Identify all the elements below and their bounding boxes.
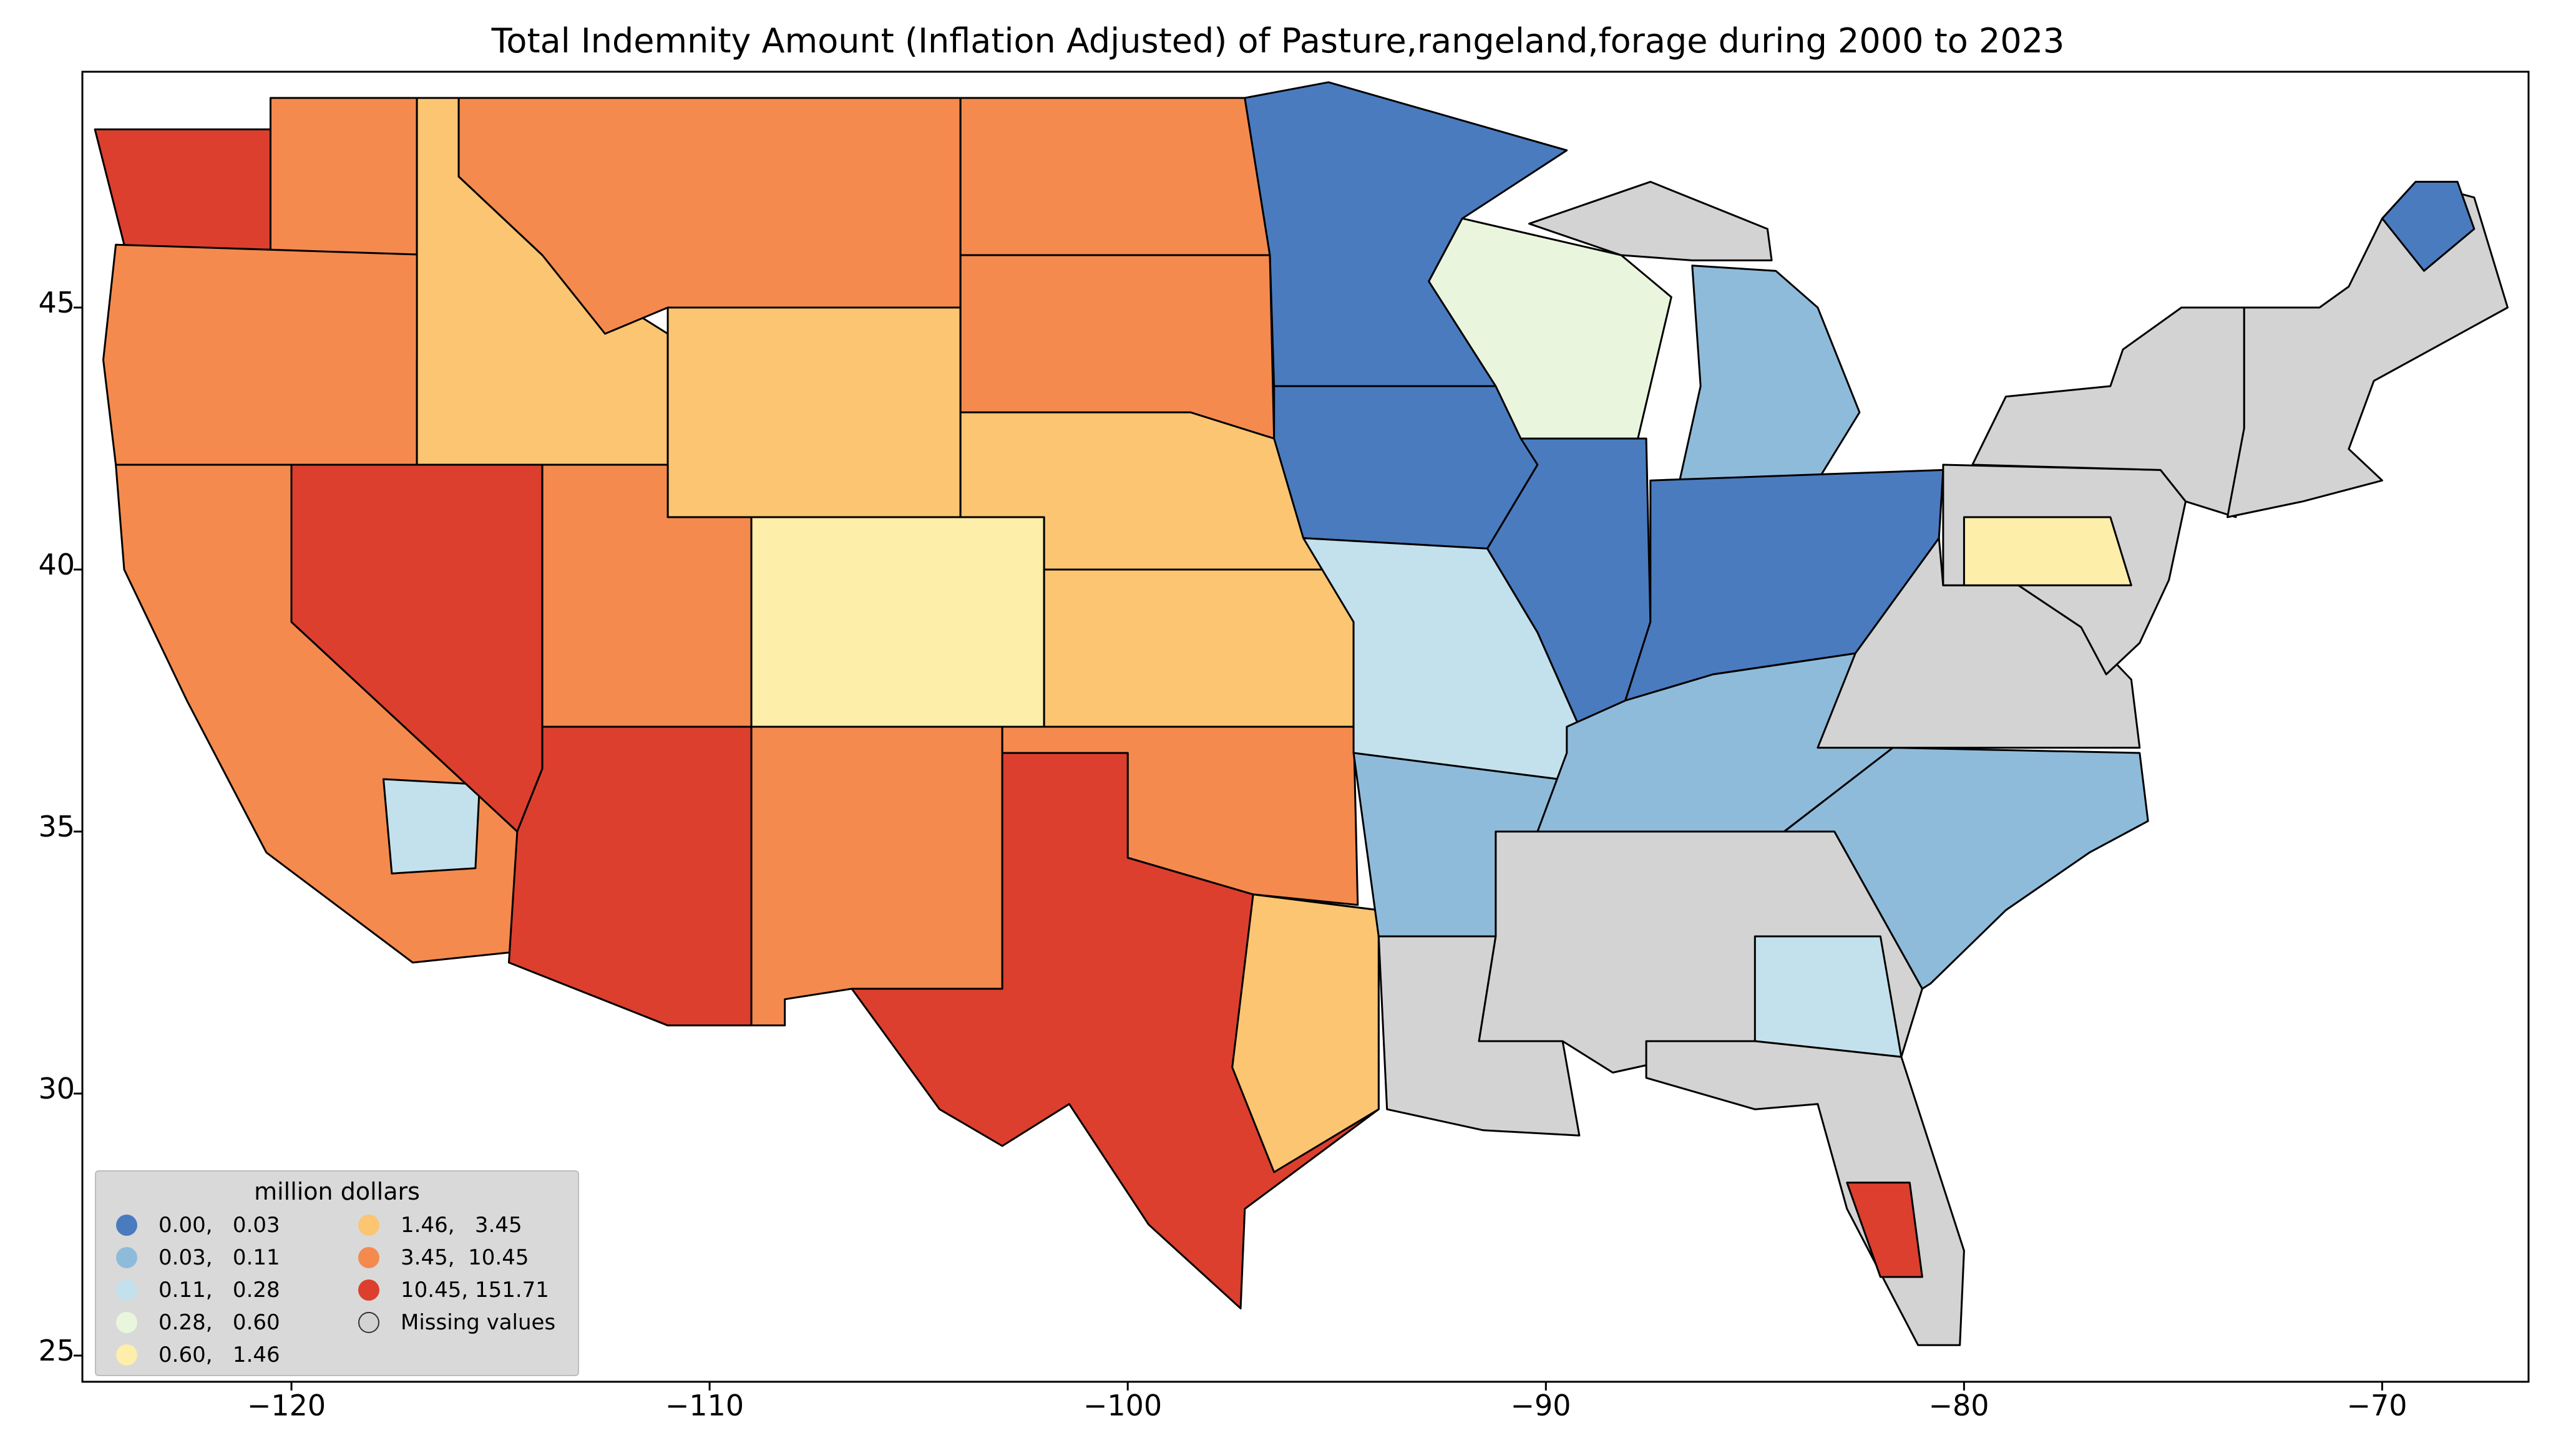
legend-label: Missing values (401, 1310, 556, 1335)
region-WA-central (270, 97, 418, 267)
region-SD (959, 254, 1276, 440)
legend-title: million dollars (254, 1178, 420, 1205)
legend-label: 0.03, 0.11 (159, 1245, 280, 1270)
x-tick-label: −70 (2346, 1389, 2407, 1422)
x-tick-label: −100 (1083, 1389, 1163, 1422)
legend-swatch (358, 1279, 379, 1301)
legend-swatch (358, 1247, 379, 1268)
legend-item: 0.00, 0.03 (116, 1213, 280, 1238)
region-ND (959, 97, 1271, 256)
x-tick-label: −90 (1510, 1389, 1571, 1422)
region-SC-NC (1783, 747, 2149, 990)
region-IA (1273, 385, 1539, 550)
region-AZ (508, 726, 753, 1027)
legend-item: 0.60, 1.46 (116, 1342, 280, 1367)
region-FL (1645, 1040, 1965, 1346)
legend-swatch (116, 1279, 137, 1301)
x-tick-label: −120 (246, 1389, 326, 1422)
region-NE-states (2227, 180, 2509, 518)
region-MI-upper (1528, 180, 1773, 261)
legend-item: 0.03, 0.11 (116, 1245, 280, 1270)
region-ME-north (2381, 180, 2476, 272)
legend-label: 0.60, 1.46 (159, 1342, 280, 1367)
region-CO (750, 516, 1045, 728)
legend-label: 10.45, 151.71 (401, 1278, 549, 1303)
region-MI-lower (1679, 265, 1861, 482)
region-NM (750, 726, 1003, 1027)
region-CA-desert (383, 778, 481, 875)
axis-ticks (74, 306, 2383, 1390)
x-tick-label: −110 (665, 1389, 744, 1422)
y-tick-label: 25 (38, 1334, 75, 1367)
y-tick-label: 35 (38, 810, 75, 843)
region-TX-east (1231, 893, 1380, 1173)
legend-item: Missing values (358, 1310, 555, 1335)
y-tick-label: 45 (38, 286, 75, 319)
legend-label: 0.28, 0.60 (159, 1310, 280, 1335)
legend: million dollars 0.00, 0.03 0.03, 0.11 0.… (95, 1170, 579, 1376)
region-KS (1043, 568, 1355, 728)
legend-item: 1.46, 3.45 (358, 1213, 522, 1238)
chart-title: Total Indemnity Amount (Inflation Adjust… (491, 21, 2065, 61)
y-tick-label: 30 (38, 1072, 75, 1105)
legend-swatch (116, 1247, 137, 1268)
x-tick-label: −80 (1928, 1389, 1989, 1422)
region-WY (666, 306, 962, 518)
legend-swatch (116, 1215, 137, 1236)
region-PA-south (1963, 516, 2132, 586)
legend-swatch-missing (358, 1312, 379, 1333)
region-GA-south (1754, 935, 1903, 1058)
y-tick-label: 40 (38, 548, 75, 581)
legend-swatch (116, 1312, 137, 1333)
legend-swatch (358, 1215, 379, 1236)
legend-item: 0.11, 0.28 (116, 1278, 280, 1303)
region-TX (851, 752, 1380, 1309)
legend-item: 3.45, 10.45 (358, 1245, 529, 1270)
region-OR (102, 243, 439, 466)
legend-label: 0.11, 0.28 (159, 1278, 280, 1303)
legend-item: 10.45, 151.71 (358, 1278, 549, 1303)
legend-item: 0.28, 0.60 (116, 1310, 280, 1335)
legend-swatch (116, 1344, 137, 1366)
county-regions (94, 81, 2509, 1346)
legend-label: 0.00, 0.03 (159, 1213, 280, 1238)
region-FL-south (1846, 1182, 1923, 1278)
legend-label: 3.45, 10.45 (401, 1245, 529, 1270)
legend-label: 1.46, 3.45 (401, 1213, 522, 1238)
plot-frame (81, 70, 2530, 1383)
